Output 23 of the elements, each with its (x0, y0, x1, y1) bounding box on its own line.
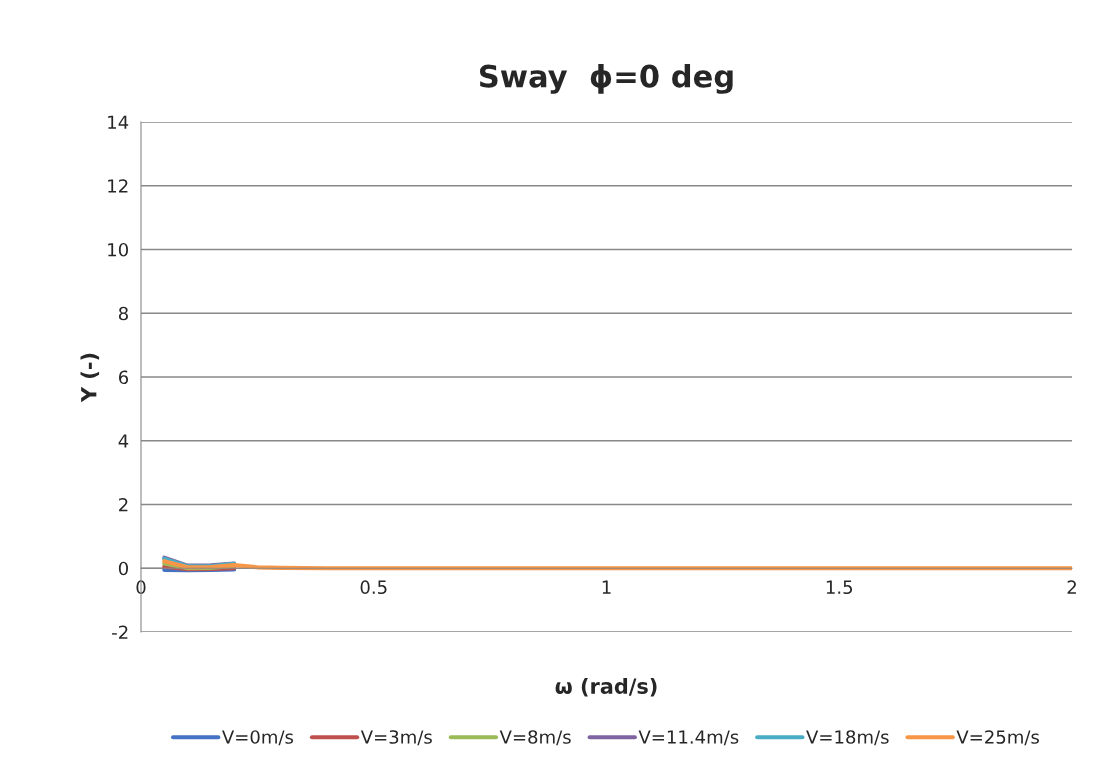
y-axis-title: Y (-) (80, 353, 100, 403)
x-axis-title: ω (rad/s) (555, 677, 657, 697)
legend-label: V=0m/s (222, 730, 294, 746)
x-tick-label: 1.5 (826, 580, 853, 595)
x-tick-label: 0.5 (360, 580, 387, 595)
y-tick-label: 10 (108, 242, 128, 257)
y-tick-label: 14 (108, 115, 129, 129)
legend-label: V=3m/s (360, 730, 432, 746)
x-tick-label: 0 (136, 580, 146, 595)
y-tick-label: 12 (108, 179, 128, 193)
y-tick-label: 6 (118, 370, 129, 385)
x-tick-label: 1 (602, 580, 611, 594)
x-tick-label: 2 (1067, 580, 1076, 594)
y-tick-label: 2 (119, 497, 128, 512)
y-tick-label: 0 (118, 561, 128, 576)
y-tick-label: 4 (118, 434, 129, 448)
y-tick-label: 8 (118, 306, 128, 321)
legend-label: V=18m/s (806, 730, 889, 746)
legend-label: V=8m/s (499, 730, 571, 746)
legend-label: V=11.4m/s (638, 730, 739, 746)
chart-title: Sway ϕ=0 deg (479, 64, 733, 94)
y-tick-label: -2 (112, 625, 128, 639)
legend-label: V=25m/s (956, 730, 1039, 746)
